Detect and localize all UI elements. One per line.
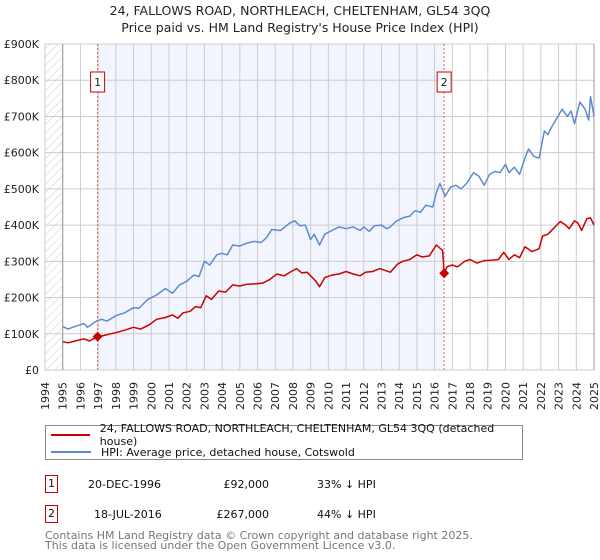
x-tick-label: 2000	[145, 382, 158, 410]
y-tick-label: £700K	[4, 110, 40, 123]
y-tick-label: £200K	[4, 292, 40, 305]
sale-point	[92, 331, 103, 342]
x-tick-label: 1995	[57, 382, 70, 410]
x-tick-label: 2008	[287, 382, 300, 410]
y-tick-label: £600K	[4, 147, 40, 160]
x-tick-label: 2022	[535, 382, 548, 410]
x-tick-label: 2023	[553, 382, 566, 410]
legend-item-hpi: HPI: Average price, detached house, Cots…	[46, 444, 355, 460]
transaction-price: £92,000	[223, 478, 270, 491]
chart-subtitle: Price paid vs. HM Land Registry's House …	[121, 20, 479, 35]
footer-copyright: Contains HM Land Registry data © Crown c…	[45, 529, 473, 542]
x-tick-label: 1994	[39, 382, 52, 410]
sale-label: 1	[94, 76, 101, 89]
shaded-ownership-region	[97, 44, 445, 370]
x-tick-label: 2025	[588, 382, 600, 410]
sale-label-box	[90, 71, 106, 93]
x-tick-label: 2004	[216, 382, 229, 410]
x-tick-label: 2019	[482, 382, 495, 410]
y-tick-label: £400K	[4, 219, 40, 232]
legend: 24, FALLOWS ROAD, NORTHLEACH, CHELTENHAM…	[45, 422, 523, 460]
hpi-line	[62, 95, 595, 330]
sale-label: 2	[441, 76, 448, 89]
transaction-number: 2	[45, 505, 58, 523]
x-tick-label: 2009	[305, 382, 318, 410]
x-tick-label: 1999	[128, 382, 141, 410]
transaction-row: 1 20-DEC-1996 £92,000 33% ↓ HPI	[45, 475, 545, 495]
x-tick-label: 2002	[181, 382, 194, 410]
transaction-date: 20-DEC-1996	[88, 478, 162, 491]
y-tick-label: £0	[25, 364, 39, 377]
x-tick-label: 2024	[570, 382, 583, 410]
x-tick-label: 2017	[446, 382, 459, 410]
x-tick-label: 1998	[110, 382, 123, 410]
x-tick-label: 2015	[411, 382, 424, 410]
legend-item-property: 24, FALLOWS ROAD, NORTHLEACH, CHELTENHAM…	[46, 422, 522, 448]
legend-label-hpi: HPI: Average price, detached house, Cots…	[101, 445, 355, 459]
legend-swatch-red	[51, 434, 90, 436]
x-tick-label: 2010	[322, 382, 335, 410]
sale-point	[439, 268, 450, 279]
transaction-delta: 33% ↓ HPI	[317, 478, 376, 491]
price-chart: 1994 1995 1996 1997 1998 1999 2000 2001 2002 2003…	[4, 38, 600, 410]
x-tick-label: 2020	[499, 382, 512, 410]
x-tick-label: 2007	[269, 382, 282, 410]
x-tick-label: 2012	[358, 382, 371, 410]
y-tick-label: £500K	[4, 183, 40, 196]
hatched-region	[45, 44, 63, 370]
y-tick-label: £300K	[4, 255, 40, 268]
chart-title: 24, FALLOWS ROAD, NORTHLEACH, CHELTENHAM…	[109, 3, 491, 18]
legend-swatch-blue	[51, 451, 91, 453]
x-tick-label: 2018	[464, 382, 477, 410]
x-tick-label: 2001	[163, 382, 176, 410]
x-tick-label: 2003	[198, 382, 211, 410]
x-tick-label: 2021	[517, 382, 530, 410]
x-tick-label: 1997	[92, 382, 105, 410]
transaction-price: £267,000	[216, 508, 270, 521]
x-tick-label: 2005	[234, 382, 247, 410]
property-price-line	[62, 217, 595, 344]
y-tick-label: £800K	[4, 74, 40, 87]
x-tick-label: 2013	[375, 382, 388, 410]
transaction-row: 2 18-JUL-2016 £267,000 44% ↓ HPI	[45, 505, 545, 525]
y-tick-label: £900K	[4, 38, 40, 51]
x-tick-label: 2014	[393, 382, 406, 410]
legend-label-property: 24, FALLOWS ROAD, NORTHLEACH, CHELTENHAM…	[99, 422, 495, 448]
y-tick-label: £100K	[4, 328, 40, 341]
transaction-date: 18-JUL-2016	[94, 508, 162, 521]
x-tick-label: 2011	[340, 382, 353, 410]
transaction-number: 1	[45, 475, 58, 493]
footer-licence: This data is licensed under the Open Gov…	[45, 539, 396, 552]
x-tick-label: 2016	[429, 382, 442, 410]
sale-label-box	[436, 71, 452, 93]
x-tick-label: 1996	[74, 382, 87, 410]
x-tick-label: 2006	[252, 382, 265, 410]
transaction-delta: 44% ↓ HPI	[317, 508, 376, 521]
